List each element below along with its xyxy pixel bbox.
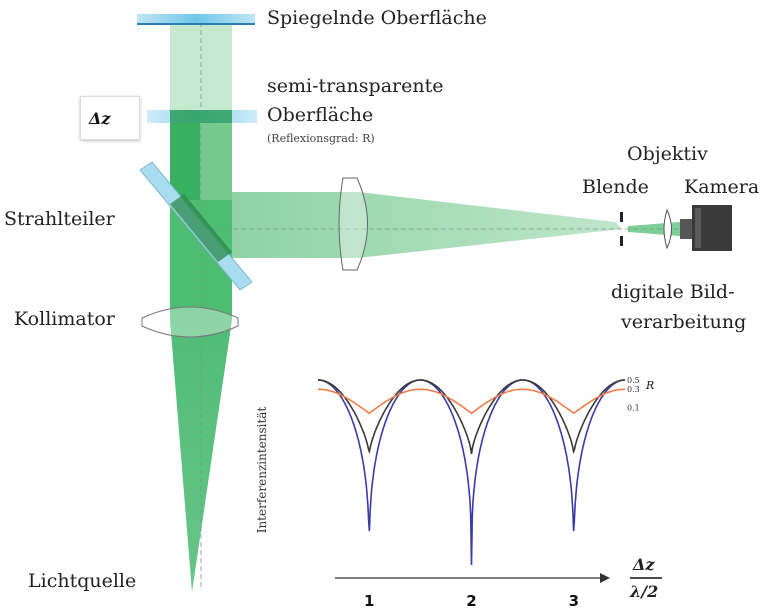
series-line-R-0.1 <box>318 388 625 415</box>
reflectance-label: (Reflexionsgrad: R) <box>267 132 375 145</box>
beam-right-mid <box>200 110 232 202</box>
objective-lens <box>663 208 672 250</box>
interference-plot: 0.50.3 0.1 1 2 3 <box>318 376 662 610</box>
focusing-lens <box>338 177 368 271</box>
beamsplitter-label: Strahlteiler <box>4 208 115 230</box>
y-axis-label: Interferenzintensität <box>255 406 269 534</box>
aperture-label: Blende <box>582 176 649 198</box>
mirror-edge <box>137 23 255 25</box>
x-tick-label-1: 1 <box>364 592 374 610</box>
delta-z-label: Δz <box>89 109 111 128</box>
x-axis-label-numerator: Δz <box>633 555 655 574</box>
light-beams <box>170 22 700 592</box>
objective-label: Objektiv <box>627 143 708 165</box>
processing-label-1: digitale Bild- <box>611 281 735 303</box>
series-line-R-0.5 <box>318 379 625 566</box>
camera-label: Kamera <box>684 176 760 198</box>
collimator-label: Kollimator <box>14 308 115 330</box>
x-axis-arrowhead <box>600 573 610 583</box>
legend-entry-0.1: 0.1 <box>627 403 640 412</box>
beam-splitter <box>139 161 253 291</box>
x-tick-label-2: 2 <box>466 592 476 610</box>
legend-entry-0.3: 0.3 <box>627 385 640 394</box>
x-tick-label-3: 3 <box>569 592 579 610</box>
aperture-bottom <box>620 236 623 246</box>
semi-transparent-label-1: semi-transparente <box>267 75 444 97</box>
x-axis-label-denominator: λ/2 <box>630 582 659 601</box>
semi-transparent-label-2: Oberfläche <box>267 104 374 126</box>
collimator-lens <box>141 306 239 338</box>
mirror-surface <box>137 14 255 24</box>
light-source-label: Lichtquelle <box>28 570 137 592</box>
series-line-R-0.3 <box>318 379 625 455</box>
camera-highlight <box>695 208 701 248</box>
output-beam <box>232 192 622 258</box>
delta-z-box: Δz <box>80 96 140 140</box>
semi-transparent-overlay <box>170 110 232 123</box>
objective-mount <box>680 219 692 239</box>
aperture-top <box>620 212 623 222</box>
legend-title: R <box>646 379 655 392</box>
mirror-label: Spiegelnde Oberfläche <box>267 7 487 29</box>
processing-label-2: verarbeitung <box>621 311 747 333</box>
legend-entry-0.5: 0.5 <box>627 376 640 385</box>
